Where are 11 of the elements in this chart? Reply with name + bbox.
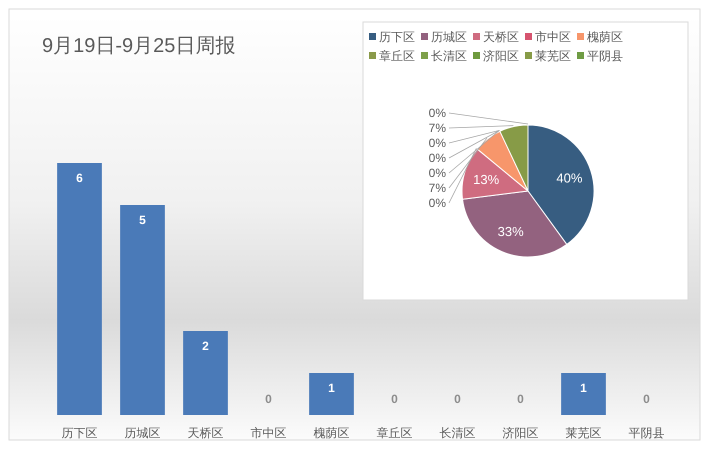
legend-label: 历城区 xyxy=(431,30,467,44)
legend-label: 市中区 xyxy=(535,30,571,44)
legend-label: 槐荫区 xyxy=(587,30,623,44)
title: 9月19日-9月25日周报 xyxy=(42,35,236,57)
legend-label: 章丘区 xyxy=(379,49,415,63)
legend-label: 长清区 xyxy=(431,49,467,63)
legend-label: 历下区 xyxy=(379,30,415,44)
legend-label: 济阳区 xyxy=(483,49,519,63)
legend-label: 平阴县 xyxy=(587,49,623,63)
legend-label: 天桥区 xyxy=(483,30,519,44)
legend-label: 莱芜区 xyxy=(535,49,571,63)
